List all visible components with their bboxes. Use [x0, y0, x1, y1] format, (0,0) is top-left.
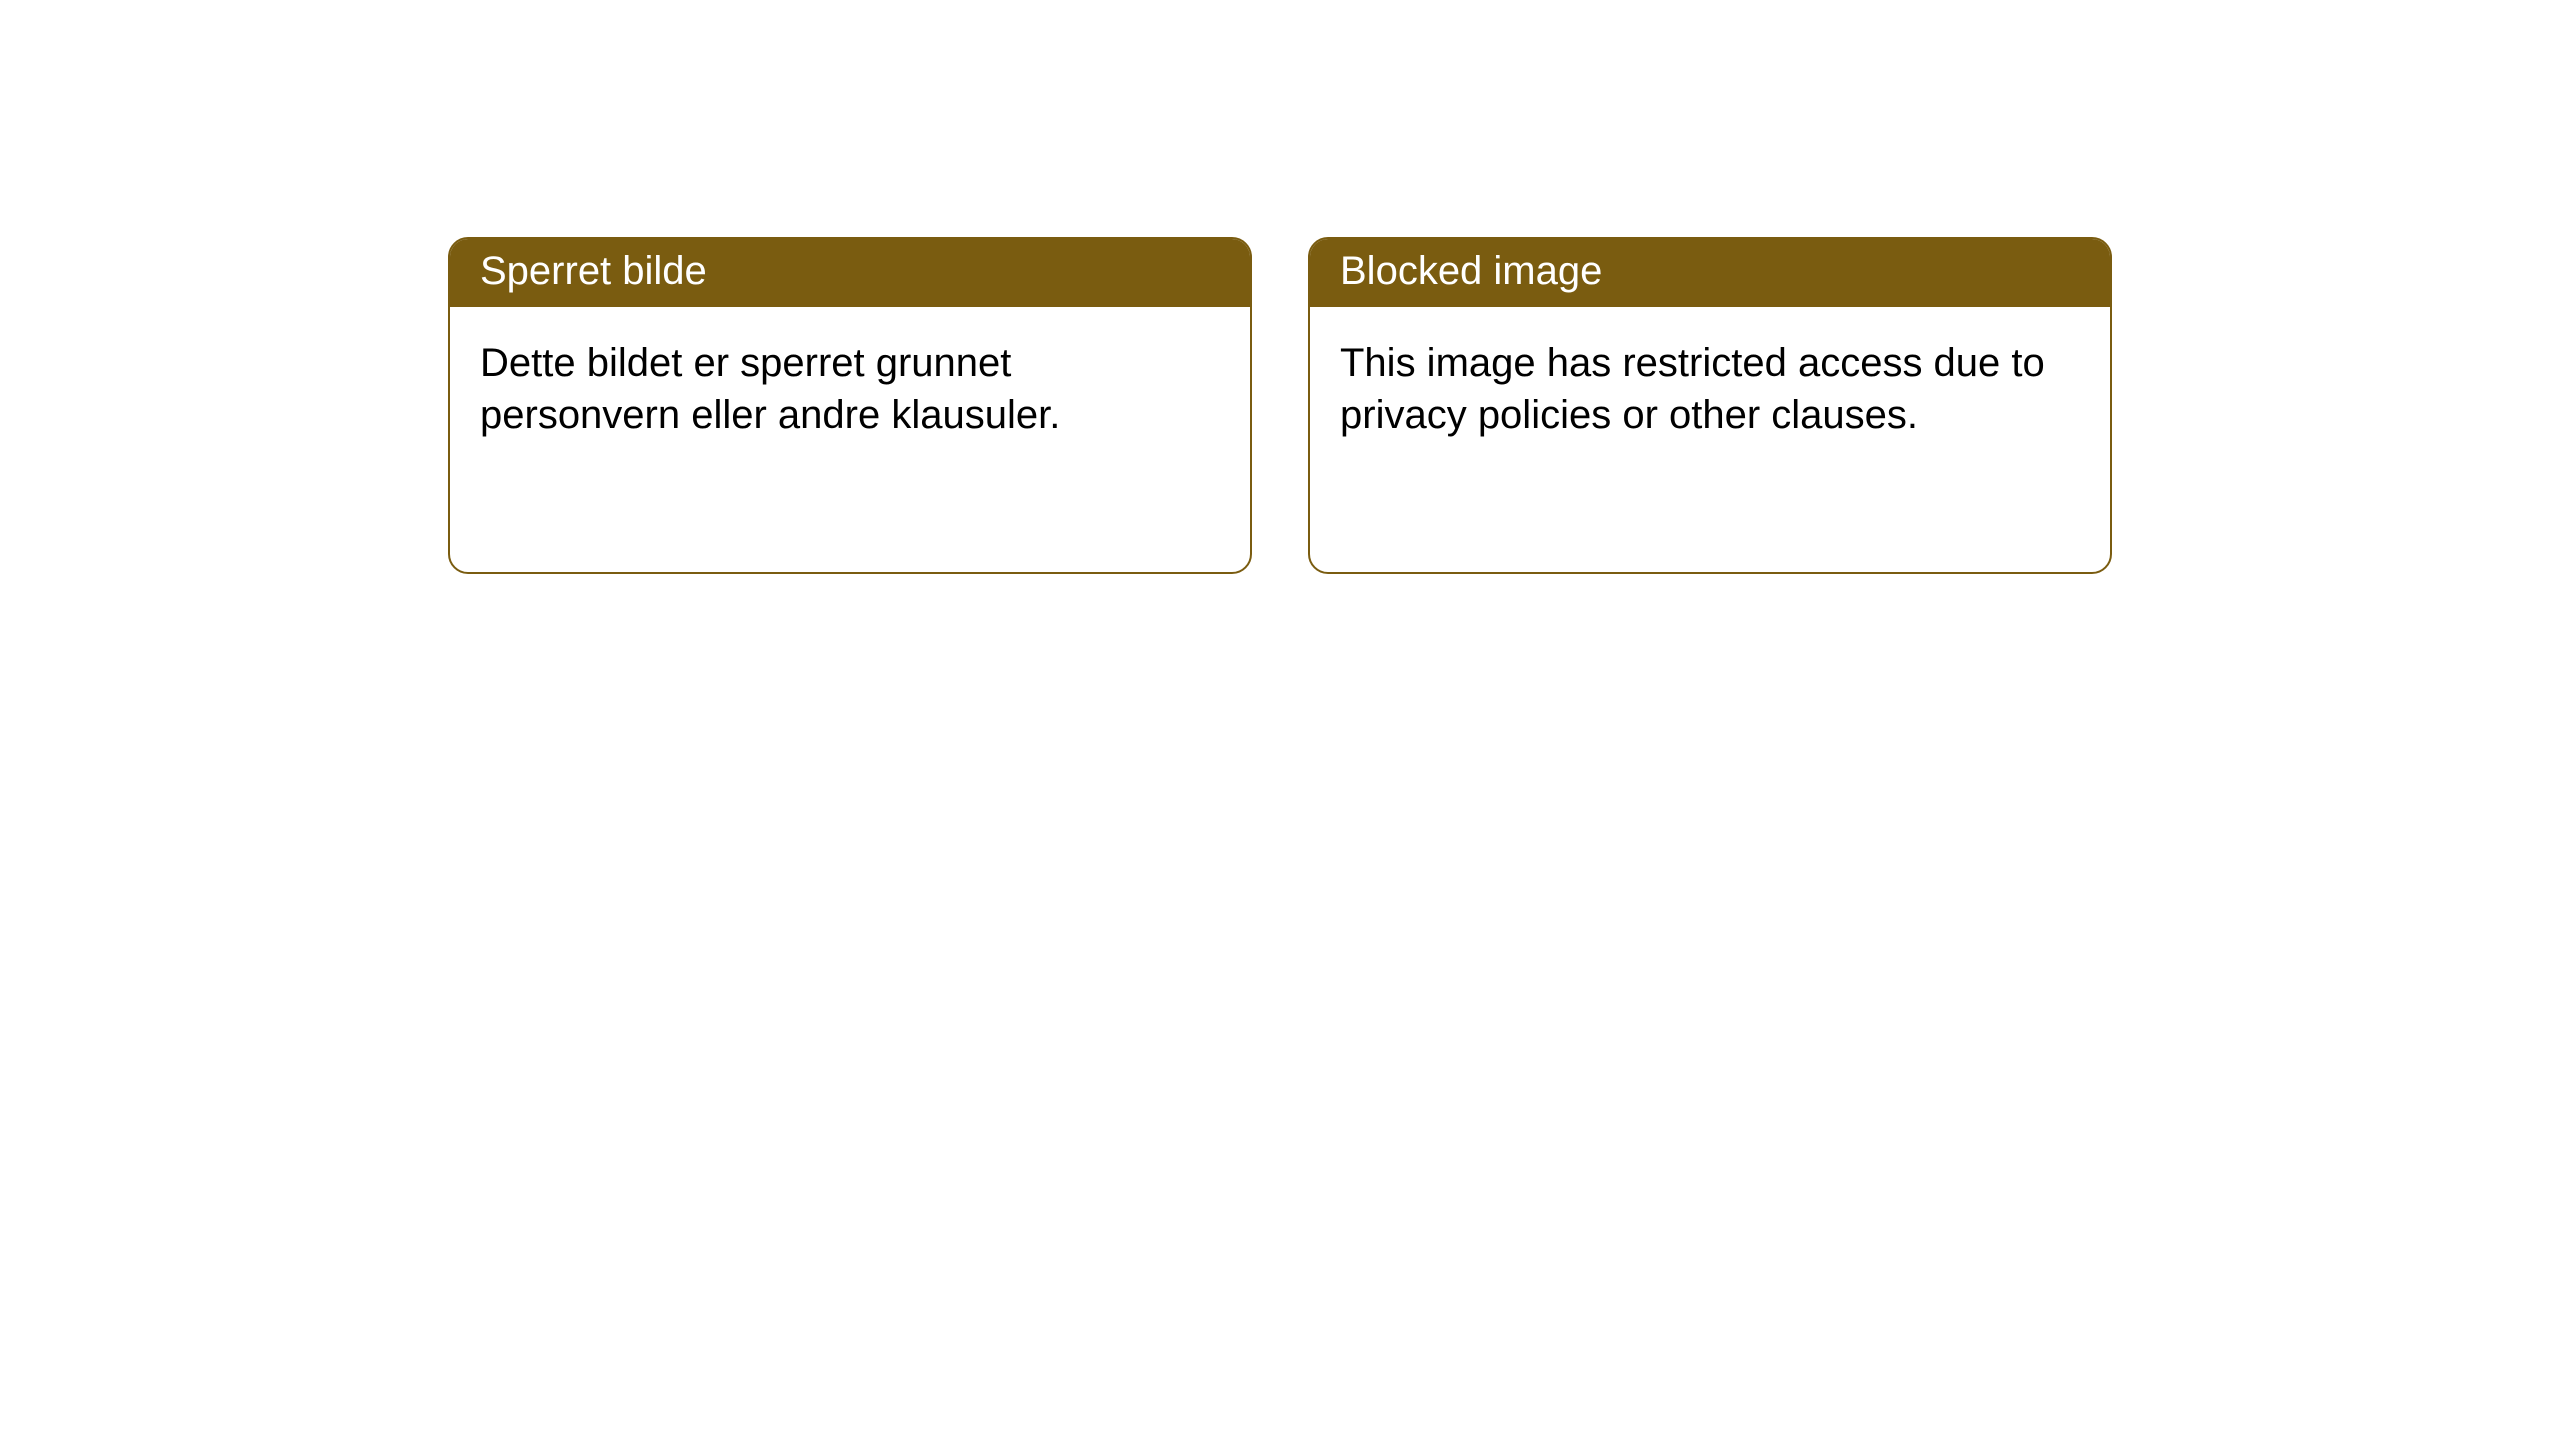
notice-card-norwegian: Sperret bilde Dette bildet er sperret gr…: [448, 237, 1252, 574]
notice-card-header: Sperret bilde: [450, 239, 1250, 307]
notice-card-header: Blocked image: [1310, 239, 2110, 307]
notice-card-english: Blocked image This image has restricted …: [1308, 237, 2112, 574]
notice-cards-container: Sperret bilde Dette bildet er sperret gr…: [0, 0, 2560, 574]
notice-card-body: This image has restricted access due to …: [1310, 307, 2110, 471]
notice-card-body: Dette bildet er sperret grunnet personve…: [450, 307, 1250, 471]
